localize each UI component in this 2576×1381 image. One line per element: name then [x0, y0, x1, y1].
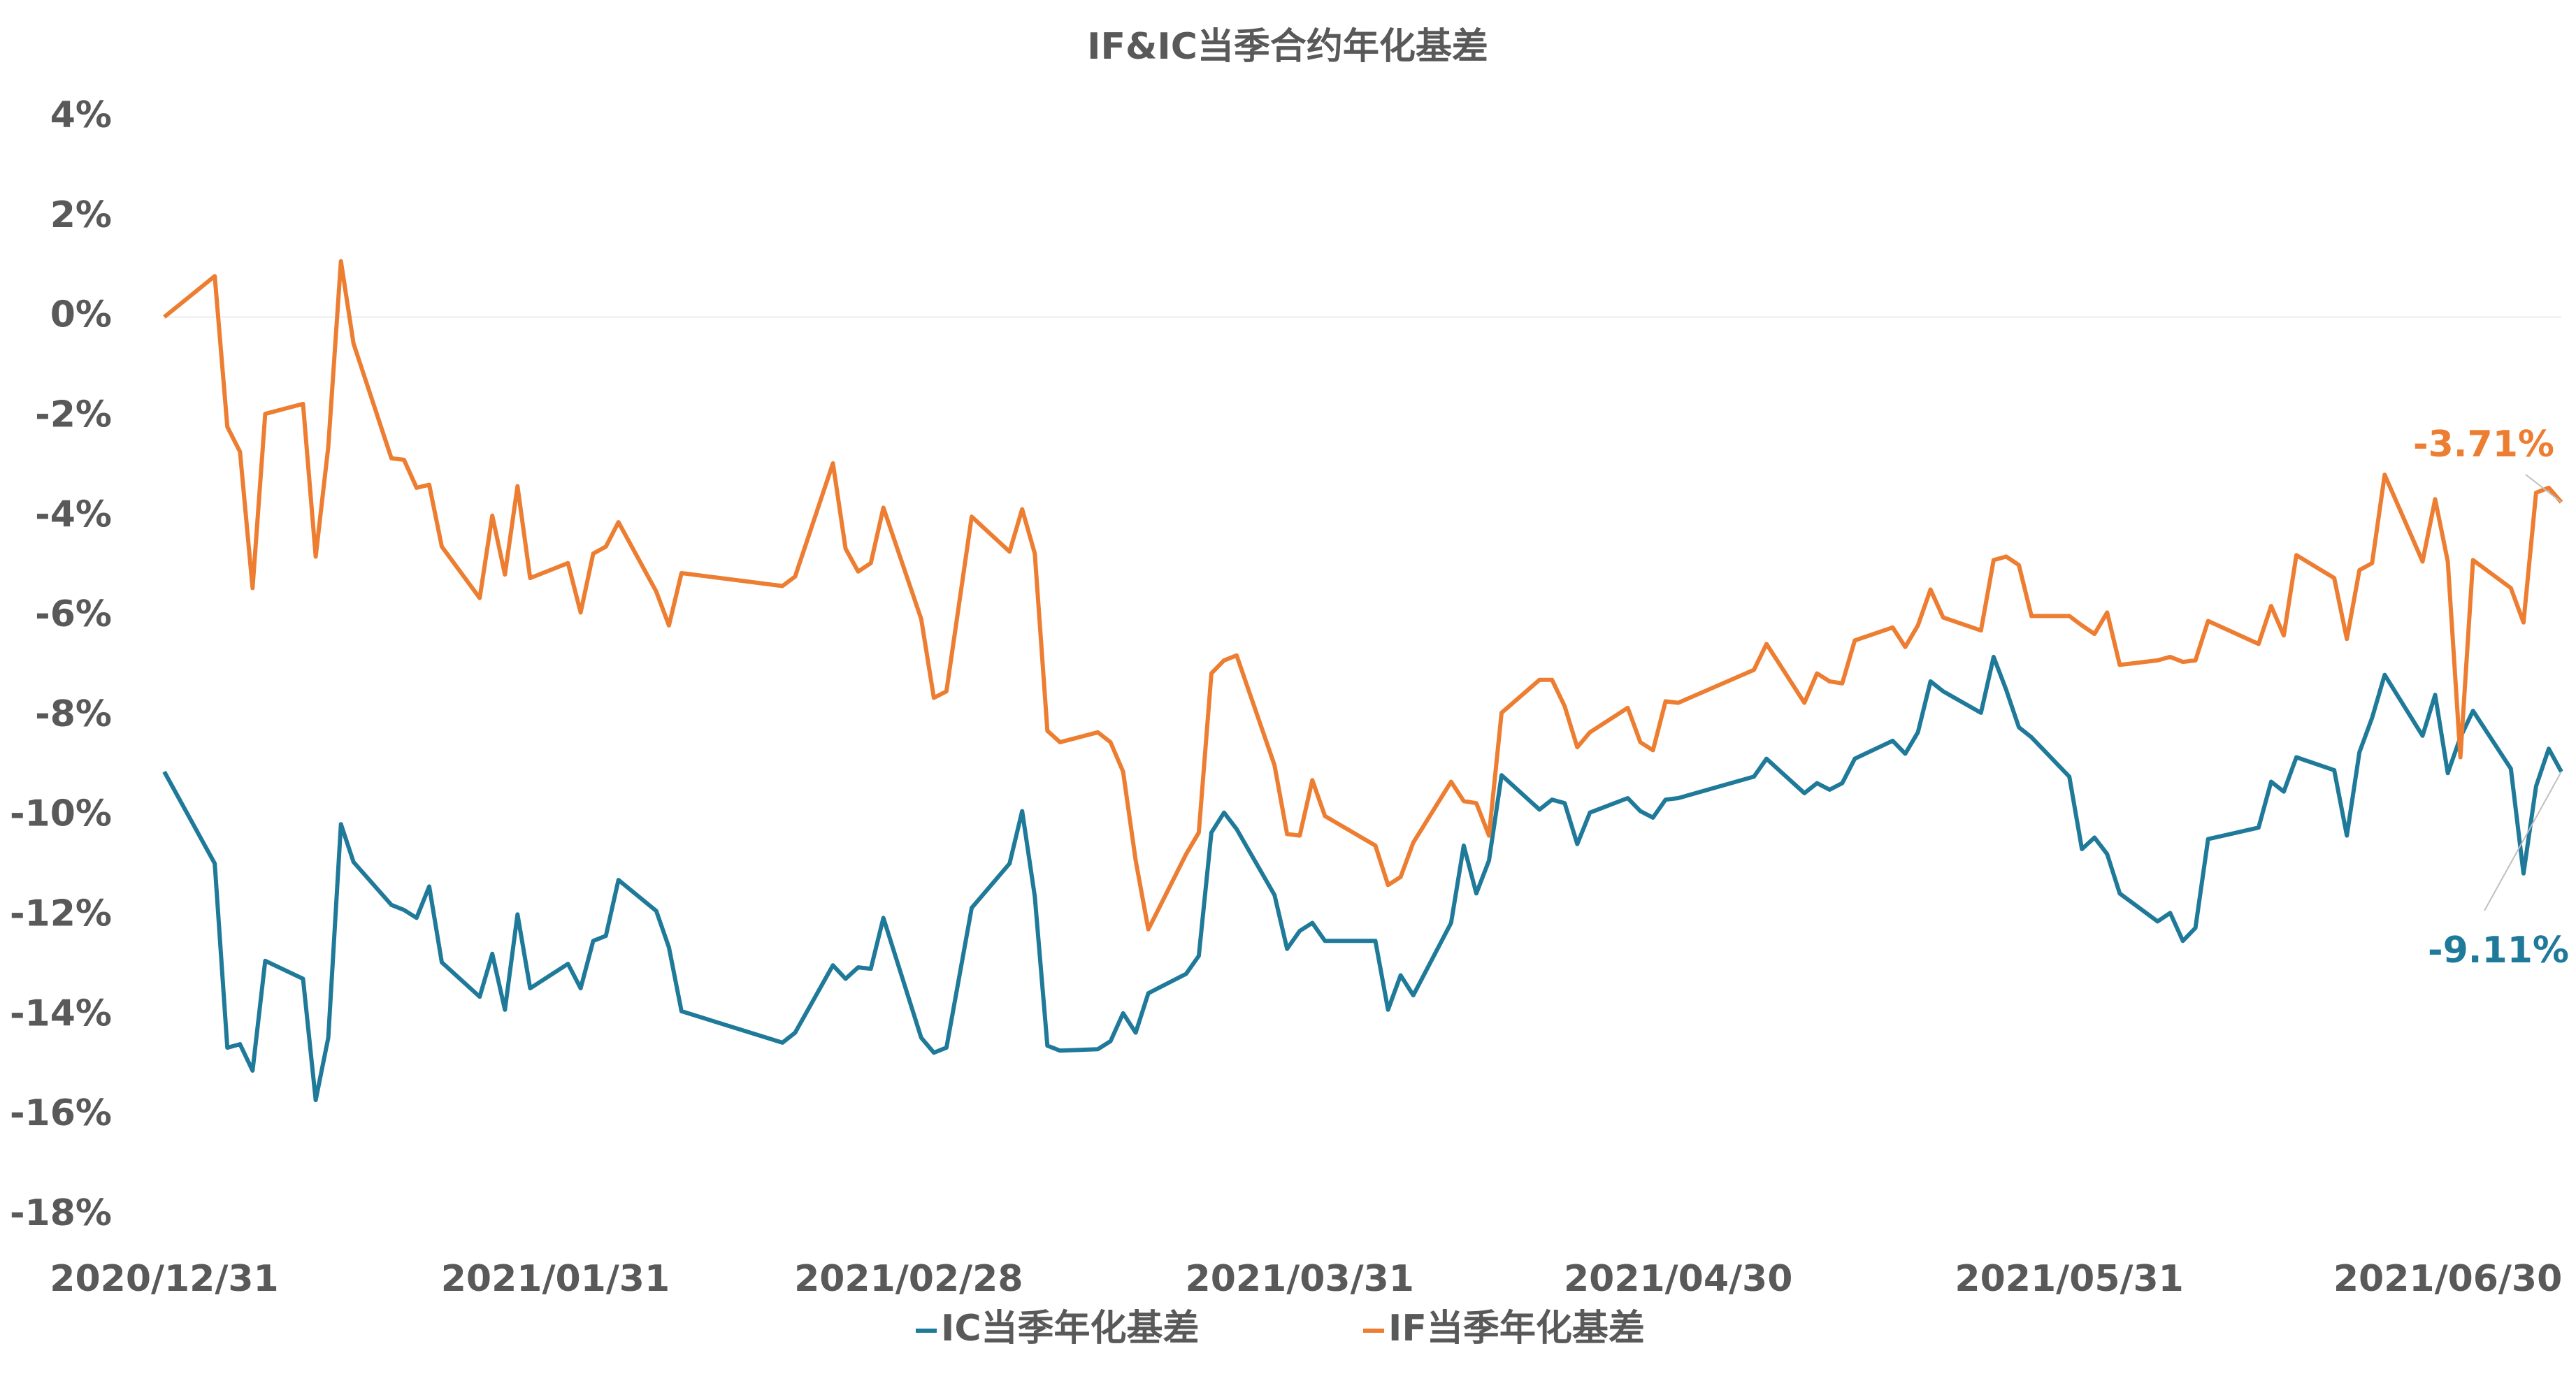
legend-label: IF当季年化基差 — [1388, 1308, 1645, 1350]
leader-line — [2525, 474, 2562, 503]
y-tick-label: 4% — [50, 94, 112, 136]
y-tick-label: -18% — [10, 1192, 112, 1234]
y-tick-label: -10% — [10, 793, 112, 835]
series-line — [162, 654, 2563, 1102]
leader-line — [2484, 771, 2562, 911]
y-tick-label: 0% — [50, 294, 112, 336]
y-tick-label: -16% — [10, 1092, 112, 1134]
y-tick-label: -2% — [35, 393, 112, 435]
y-tick-label: -4% — [35, 493, 112, 535]
x-tick-label: 2021/04/30 — [1564, 1258, 1792, 1300]
x-tick-label: 2021/01/31 — [441, 1258, 670, 1300]
x-tick-label: 2021/06/30 — [2333, 1258, 2562, 1300]
data-label: -3.71% — [2413, 424, 2554, 465]
legend-label: IC当季年化基差 — [941, 1308, 1200, 1350]
x-tick-label: 2021/02/28 — [794, 1258, 1023, 1300]
y-tick-label: -12% — [10, 893, 112, 935]
x-tick-label: 2020/12/31 — [50, 1258, 278, 1300]
y-tick-label: -8% — [35, 693, 112, 735]
x-tick-label: 2021/03/31 — [1186, 1258, 1414, 1300]
series-line — [163, 259, 2563, 932]
y-tick-label: -6% — [35, 593, 112, 635]
data-label: -9.11% — [2428, 930, 2569, 971]
chart-title: IF&IC当季合约年化基差 — [1087, 26, 1488, 68]
y-tick-label: -14% — [10, 992, 112, 1034]
x-tick-label: 2021/05/31 — [1955, 1258, 2183, 1300]
y-tick-label: 2% — [50, 194, 112, 236]
